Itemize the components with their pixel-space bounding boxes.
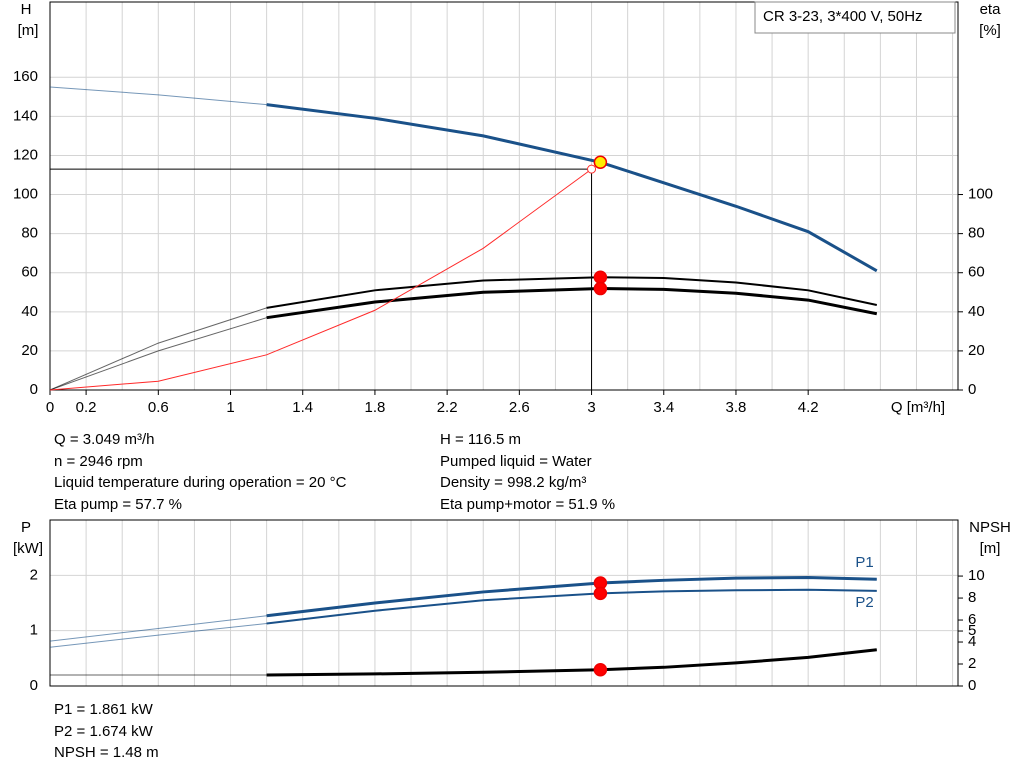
y2-tick-label: 40 — [968, 303, 985, 320]
y-tick-label: 40 — [21, 303, 38, 320]
x-tick-label: 0.2 — [76, 399, 97, 416]
y-axis-label: H — [21, 1, 32, 18]
y2-tick-label: 10 — [968, 567, 985, 584]
x-tick-label: 1 — [226, 399, 234, 416]
curve-operating — [266, 648, 877, 677]
y-tick-label: 1 — [30, 622, 38, 639]
x-tick-label: 1.8 — [365, 399, 386, 416]
y2-tick-label: 0 — [968, 381, 976, 398]
x-tick-label: 3 — [587, 399, 595, 416]
y2-axis-label: NPSH — [969, 519, 1011, 536]
legend-title: CR 3-23, 3*400 V, 50Hz — [763, 8, 923, 25]
info-line: Eta pump = 57.7 % — [54, 495, 182, 513]
info-line: P1 = 1.861 kW — [54, 701, 153, 718]
info-line: H = 116.5 m — [440, 431, 522, 448]
x-tick-label: 0 — [46, 399, 54, 416]
info-line: Density = 998.2 kg/m³ — [440, 474, 587, 491]
y-tick-label: 120 — [13, 146, 38, 163]
y-axis-unit: [m] — [18, 22, 39, 39]
system-end — [587, 164, 597, 174]
duty-marker — [593, 270, 608, 284]
info-line: Liquid temperature during operation = 20… — [54, 474, 347, 491]
x-axis-label: Q [m³/h] — [891, 399, 945, 416]
y-tick-label: 60 — [21, 264, 38, 281]
y-axis-unit: [kW] — [13, 540, 43, 557]
plot-area — [50, 2, 958, 390]
info-line: n = 2946 rpm — [54, 452, 143, 470]
x-tick-label: 2.6 — [509, 399, 530, 416]
info-line: Eta pump+motor = 51.9 % — [440, 495, 616, 513]
y2-tick-label: 6 — [968, 611, 976, 628]
y2-axis-label: eta — [980, 1, 1002, 18]
info-line: NPSH = 1.48 m — [54, 744, 159, 761]
info-left: Q = 3.049 m³/h n = 2946 rpm Liquid tempe… — [54, 429, 346, 515]
curve-operating — [266, 103, 878, 273]
duty-marker — [593, 586, 608, 601]
y-tick-label: 140 — [13, 107, 38, 124]
series-label: P2 — [855, 594, 873, 611]
info-bottom: P1 = 1.861 kW P2 = 1.674 kW NPSH = 1.48 … — [54, 699, 159, 764]
y-tick-label: 20 — [21, 342, 38, 359]
y-tick-label: 100 — [13, 186, 38, 203]
curve-operating — [266, 276, 877, 309]
series-label: P1 — [855, 554, 873, 571]
y-axis-label: P — [21, 519, 31, 536]
x-tick-label: 3.4 — [653, 399, 674, 416]
y2-axis-unit: [m] — [980, 540, 1001, 557]
duty-marker — [593, 155, 608, 170]
duty-marker — [593, 662, 608, 677]
info-line: P2 = 1.674 kW — [54, 722, 153, 740]
y2-tick-label: 60 — [968, 264, 985, 281]
y-tick-label: 160 — [13, 68, 38, 85]
y2-tick-label: 80 — [968, 225, 985, 242]
info-right: H = 116.5 m Pumped liquid = Water Densit… — [440, 429, 615, 515]
info-line: Pumped liquid = Water — [440, 452, 592, 470]
y2-tick-label: 4 — [968, 633, 976, 650]
curve — [49, 168, 592, 391]
legend-box — [754, 1, 956, 34]
x-tick-label: 1.4 — [292, 399, 313, 416]
y2-axis-unit: [%] — [979, 22, 1001, 39]
plot-frame — [49, 1, 959, 391]
info-line: Q = 3.049 m³/h — [54, 431, 155, 448]
y2-tick-label: 0 — [968, 677, 976, 694]
x-tick-label: 3.8 — [726, 399, 747, 416]
y2-tick-label: 8 — [968, 589, 976, 606]
y2-tick-label: 2 — [968, 655, 976, 672]
x-tick-label: 4.2 — [798, 399, 819, 416]
plot-frame — [49, 519, 959, 687]
curve-operating — [266, 588, 877, 625]
duty-marker — [593, 281, 608, 296]
x-tick-label: 2.2 — [437, 399, 458, 416]
curve-operating — [266, 576, 877, 618]
y2-tick-label: 20 — [968, 342, 985, 359]
y2-tick-label: 100 — [968, 186, 993, 203]
y-tick-label: 2 — [30, 566, 38, 583]
y-tick-label: 0 — [30, 677, 38, 694]
y-tick-label: 80 — [21, 225, 38, 242]
y-tick-label: 0 — [30, 381, 38, 398]
x-tick-label: 0.6 — [148, 399, 169, 416]
plot-area — [50, 520, 958, 686]
y2-tick-label: 5 — [968, 622, 976, 639]
